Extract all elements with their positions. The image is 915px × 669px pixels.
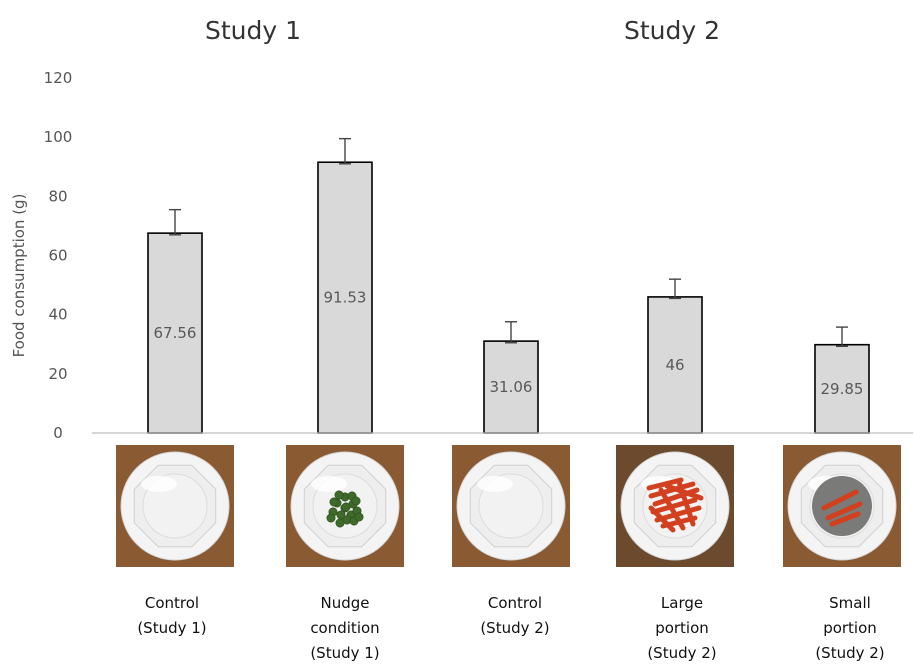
y-tick-label: 40 [48, 306, 67, 324]
plate-image-3 [452, 445, 570, 567]
category-label-4: Large [661, 594, 703, 612]
data-label-1: 67.56 [154, 324, 197, 342]
y-tick-label: 0 [53, 424, 63, 442]
plate-image-1 [116, 445, 234, 567]
plate-image-5 [783, 445, 901, 567]
category-label-5: (Study 2) [815, 644, 884, 662]
y-tick-label: 60 [48, 247, 67, 265]
data-label-3: 31.06 [490, 378, 533, 396]
group-title-1: Study 1 [205, 16, 301, 45]
bar-1 [147, 232, 203, 434]
data-label-4: 46 [665, 356, 684, 374]
category-label-4: portion [655, 619, 709, 637]
category-label-1: Control [145, 594, 199, 612]
category-label-5: Small [829, 594, 871, 612]
bar-3 [483, 340, 539, 434]
category-label-2: condition [310, 619, 379, 637]
category-label-2: Nudge [321, 594, 370, 612]
y-tick-label: 100 [44, 128, 73, 146]
category-label-5: portion [823, 619, 877, 637]
plate-image-4 [616, 445, 734, 567]
category-label-3: Control [488, 594, 542, 612]
group-title-2: Study 2 [624, 16, 720, 45]
category-label-2: (Study 1) [310, 644, 379, 662]
y-tick-label: 120 [44, 69, 73, 87]
category-label-1: (Study 1) [137, 619, 206, 637]
y-axis-title: Food consumption (g) [10, 194, 28, 358]
data-label-2: 91.53 [324, 289, 367, 307]
y-tick-label: 80 [48, 187, 67, 205]
category-label-4: (Study 2) [647, 644, 716, 662]
y-tick-label: 20 [48, 365, 67, 383]
data-label-5: 29.85 [821, 380, 864, 398]
category-label-3: (Study 2) [480, 619, 549, 637]
plate-image-2 [286, 445, 404, 567]
